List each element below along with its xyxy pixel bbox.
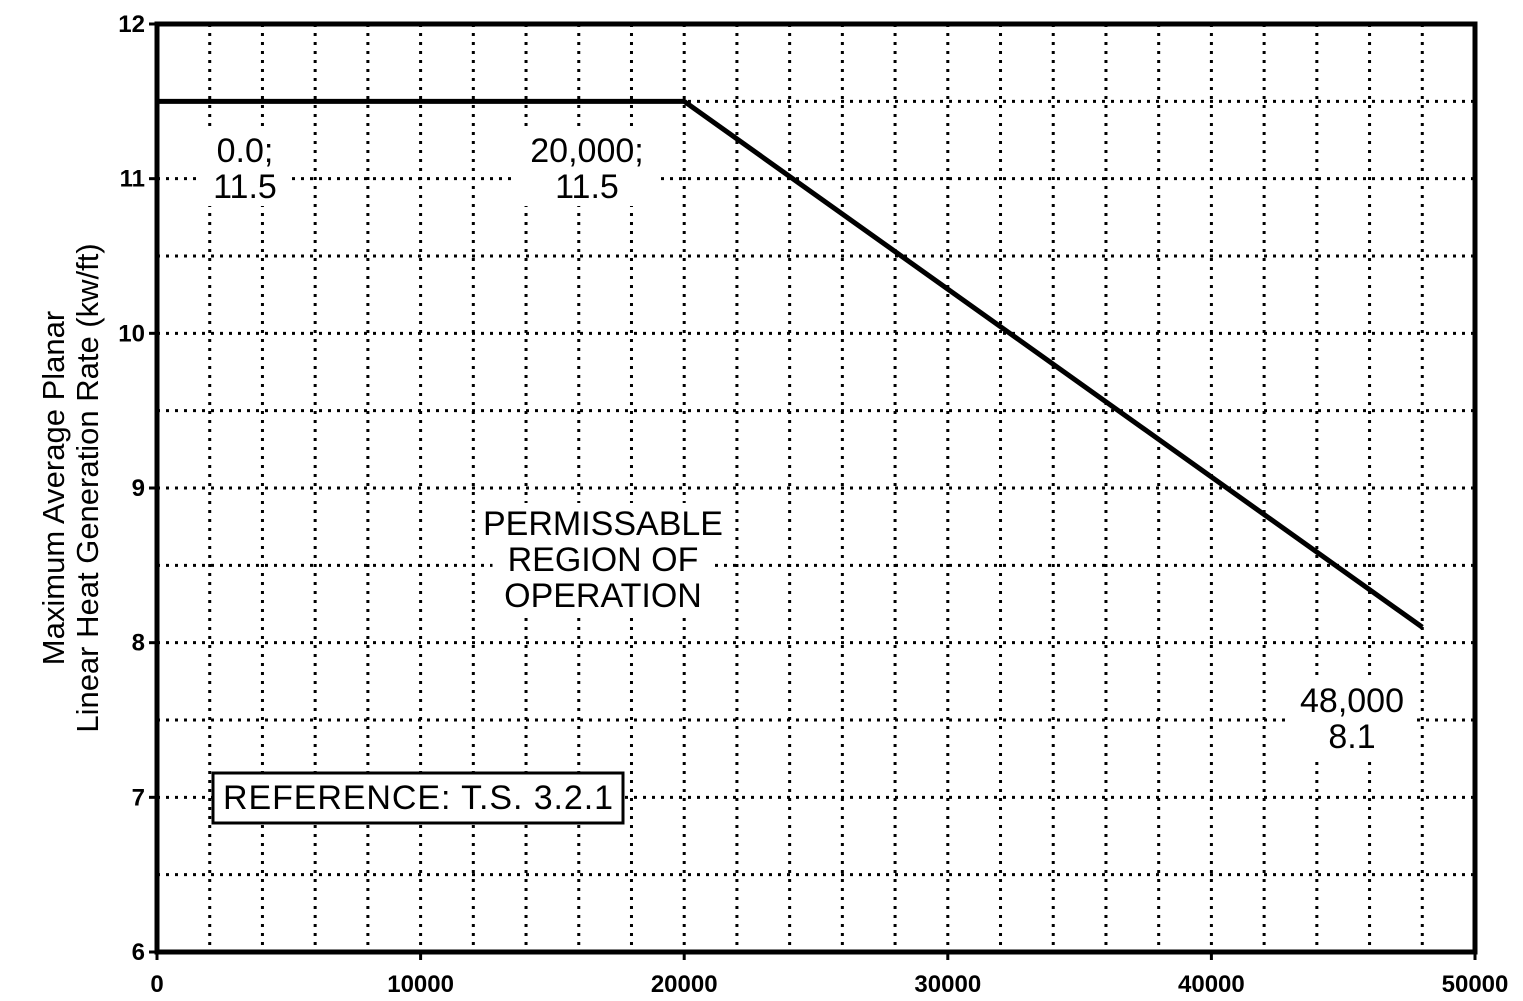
annotation: 0.0;11.5	[201, 130, 289, 206]
y-tick-label: 8	[132, 630, 145, 657]
annotation-bg	[514, 130, 660, 206]
annotation-text: 11.5	[213, 168, 277, 206]
y-tick-label: 12	[118, 11, 145, 38]
annotation-bg	[1289, 680, 1415, 756]
annotation-text: REFERENCE: T.S. 3.2.1	[223, 779, 613, 817]
x-tick-label: 50000	[1442, 971, 1509, 998]
y-axis-label: Maximum Average Planar	[36, 311, 71, 665]
x-tick-label: 20000	[651, 971, 718, 998]
y-tick-label: 9	[132, 475, 145, 502]
y-tick-label: 7	[132, 784, 145, 811]
annotation-text: 48,000	[1300, 682, 1404, 720]
y-tick-label: 6	[132, 939, 145, 966]
y-axis-label: Linear Heat Generation Rate (kw/ft)	[70, 243, 105, 732]
y-tick-label: 11	[120, 166, 145, 193]
annotation-text: 0.0;	[217, 132, 274, 170]
annotation-text: OPERATION	[504, 577, 702, 615]
annotation-bg	[492, 503, 714, 615]
x-tick-label: 10000	[387, 971, 454, 998]
x-tick-label: 40000	[1178, 971, 1245, 998]
annotation-text: 20,000;	[530, 132, 643, 170]
annotation-text: 11.5	[555, 168, 619, 206]
x-tick-label: 0	[150, 971, 163, 998]
y-tick-label: 10	[118, 320, 145, 347]
annotation-text: REGION OF	[508, 541, 699, 579]
annotation-text: PERMISSABLE	[483, 505, 723, 543]
annotation: REFERENCE: T.S. 3.2.1	[211, 771, 625, 825]
annotation-bg	[201, 130, 289, 206]
annotation-text: 8.1	[1328, 718, 1375, 756]
annotation-box	[211, 771, 625, 825]
x-tick-label: 30000	[914, 971, 981, 998]
data-line	[157, 98, 1424, 630]
annotation: 20,000;11.5	[514, 130, 660, 206]
